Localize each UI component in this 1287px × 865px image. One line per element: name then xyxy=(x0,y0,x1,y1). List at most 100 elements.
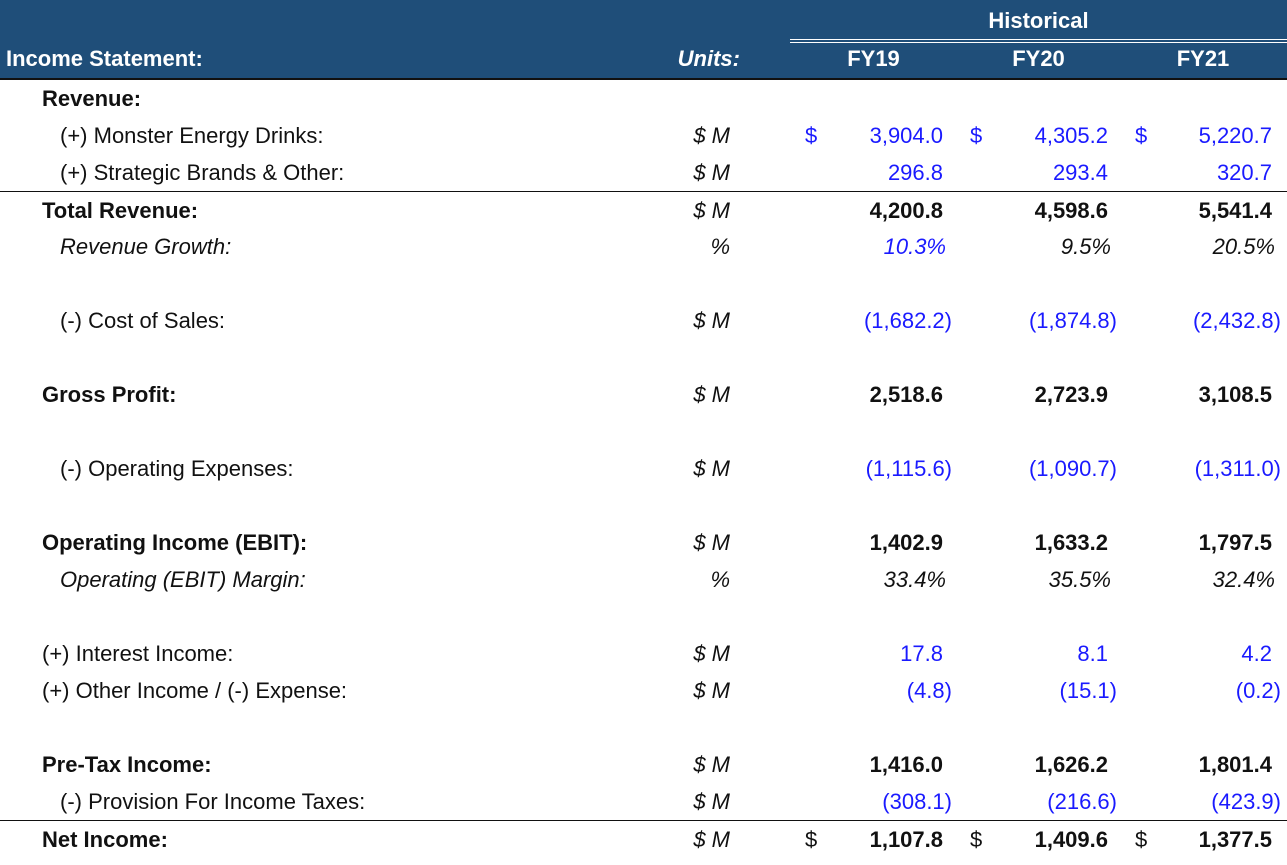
table-row: (+) Interest Income: $ M 17.8 8.1 4.2 xyxy=(0,635,1287,672)
currency-symbol: $ xyxy=(805,827,818,852)
row-units: $ M xyxy=(693,752,730,777)
value-cell: 1,797.5 xyxy=(1198,530,1272,555)
row-label: (+) Interest Income: xyxy=(42,641,234,666)
year-header-fy21: FY21 xyxy=(1176,46,1230,71)
row-label: (-) Cost of Sales: xyxy=(60,308,226,333)
statement-title: Income Statement: xyxy=(6,46,203,71)
currency-symbol: $ xyxy=(970,827,983,852)
value-cell: 3,108.5 xyxy=(1198,382,1272,407)
row-units: $ M xyxy=(693,641,730,666)
value-cell: 35.5% xyxy=(1048,567,1111,592)
value-cell: 8.1 xyxy=(1077,641,1108,666)
row-units: $ M xyxy=(693,789,730,814)
value-cell: 1,633.2 xyxy=(1034,530,1108,555)
value-cell: (1,874.8) xyxy=(1028,308,1117,333)
table-row: (-) Operating Expenses: $ M (1,115.6) (1,09… xyxy=(0,450,1287,487)
value-cell: 4,598.6 xyxy=(1034,198,1108,223)
historical-underline xyxy=(790,39,1287,43)
row-label: (+) Strategic Brands & Other: xyxy=(60,160,345,185)
row-units: $ M xyxy=(693,308,730,333)
value-cell: (0.2) xyxy=(1235,678,1281,703)
table-row: Gross Profit: $ M 2,518.6 2,723.9 3,108.5 xyxy=(0,376,1287,413)
row-label: Net Income: xyxy=(42,827,168,852)
row-label: (-) Operating Expenses: xyxy=(60,456,294,481)
row-units: % xyxy=(710,567,730,592)
row-label: Operating Income (EBIT): xyxy=(42,530,308,555)
table-row: (+) Monster Energy Drinks: $ M 3,904.0 $4,3… xyxy=(0,117,1287,154)
table-header: Income Statement: Units: Historical FY19… xyxy=(0,0,1287,80)
row-label: Gross Profit: xyxy=(42,382,177,407)
value-cell: 32.4% xyxy=(1212,567,1275,592)
value-cell: 4,305.2 xyxy=(1034,123,1108,148)
row-units: % xyxy=(710,234,730,259)
value-cell: 293.4 xyxy=(1052,160,1108,185)
row-units: $ M xyxy=(693,827,730,852)
value-cell: (4.8) xyxy=(906,678,952,703)
currency-symbol: $ xyxy=(970,123,983,148)
value-cell: 17.8 xyxy=(900,641,943,666)
table-row: Total Revenue: $ M 4,200.8 4,598.6 5,541.4 xyxy=(0,191,1287,229)
row-label: Revenue: xyxy=(42,86,142,111)
table-row: Operating (EBIT) Margin:% 33.4% 35.5% 32.4% xyxy=(0,561,1287,598)
row-units: $ M xyxy=(693,678,730,703)
units-header: Units: xyxy=(677,46,740,71)
value-cell: (1,115.6) xyxy=(865,456,952,481)
value-cell: 1,626.2 xyxy=(1034,752,1108,777)
value-cell: 10.3% xyxy=(883,234,946,259)
value-cell: (2,432.8) xyxy=(1192,308,1281,333)
row-label: (-) Provision For Income Taxes: xyxy=(60,789,366,814)
year-header-fy19: FY19 xyxy=(847,46,900,71)
currency-symbol: $ xyxy=(805,123,818,148)
value-cell: 3,904.0 xyxy=(869,123,943,148)
table-row: Net Income: $ M 1,107.8 $1,409.6 $1,377.5 $ xyxy=(0,820,1287,858)
value-cell: 20.5% xyxy=(1212,234,1275,259)
table-row: Operating Income (EBIT): $ M 1,402.9 1,633.… xyxy=(0,524,1287,561)
row-units: $ M xyxy=(693,382,730,407)
table-row: Pre-Tax Income: $ M 1,416.0 1,626.2 1,801.4 xyxy=(0,746,1287,783)
value-cell: (15.1) xyxy=(1059,678,1117,703)
value-cell: 1,409.6 xyxy=(1034,827,1108,852)
row-units: $ M xyxy=(693,456,730,481)
value-cell: 4,200.8 xyxy=(869,198,943,223)
value-cell: 2,723.9 xyxy=(1034,382,1108,407)
value-cell: 33.4% xyxy=(883,567,946,592)
table-row: Revenue Growth:% 10.3% 9.5% 20.5% xyxy=(0,228,1287,265)
value-cell: 1,107.8 xyxy=(869,827,943,852)
row-units: $ M xyxy=(693,160,730,185)
value-cell: (1,682.2) xyxy=(863,308,952,333)
table-row: (+) Strategic Brands & Other: $ M 296.8 293… xyxy=(0,154,1287,191)
value-cell: 5,220.7 xyxy=(1198,123,1272,148)
value-cell: 5,541.4 xyxy=(1198,198,1272,223)
row-label: (+) Monster Energy Drinks: xyxy=(60,123,324,148)
row-units: $ M xyxy=(693,198,730,223)
value-cell: 9.5% xyxy=(1060,234,1111,259)
table-row: Revenue: xyxy=(0,80,1287,117)
value-cell: 1,402.9 xyxy=(869,530,943,555)
row-units: $ M xyxy=(693,530,730,555)
value-cell: (423.9) xyxy=(1211,789,1281,814)
value-cell: 320.7 xyxy=(1216,160,1272,185)
row-label: Pre-Tax Income: xyxy=(42,752,212,777)
row-label: (+) Other Income / (-) Expense: xyxy=(42,678,348,703)
value-cell: 296.8 xyxy=(887,160,943,185)
value-cell: 4.2 xyxy=(1241,641,1272,666)
row-units: $ M xyxy=(693,123,730,148)
table-row: (-) Provision For Income Taxes: $ M (308.1… xyxy=(0,783,1287,820)
value-cell: (216.6) xyxy=(1047,789,1117,814)
currency-symbol: $ xyxy=(1135,123,1148,148)
historical-header: Historical xyxy=(988,8,1089,33)
value-cell: 2,518.6 xyxy=(869,382,943,407)
table-row: (-) Cost of Sales: $ M (1,682.2) (1,874.8) (… xyxy=(0,302,1287,339)
value-cell: (1,311.0) xyxy=(1194,456,1281,481)
currency-symbol: $ xyxy=(1135,827,1148,852)
value-cell: 1,801.4 xyxy=(1198,752,1272,777)
value-cell: (308.1) xyxy=(882,789,952,814)
row-label: Revenue Growth: xyxy=(60,234,232,259)
table-row: (+) Other Income / (-) Expense: $ M (4.8) (… xyxy=(0,672,1287,709)
row-label: Total Revenue: xyxy=(42,198,199,223)
year-header-fy20: FY20 xyxy=(1012,46,1065,71)
value-cell: (1,090.7) xyxy=(1028,456,1117,481)
value-cell: 1,416.0 xyxy=(869,752,943,777)
value-cell: 1,377.5 xyxy=(1198,827,1272,852)
row-label: Operating (EBIT) Margin: xyxy=(60,567,306,592)
